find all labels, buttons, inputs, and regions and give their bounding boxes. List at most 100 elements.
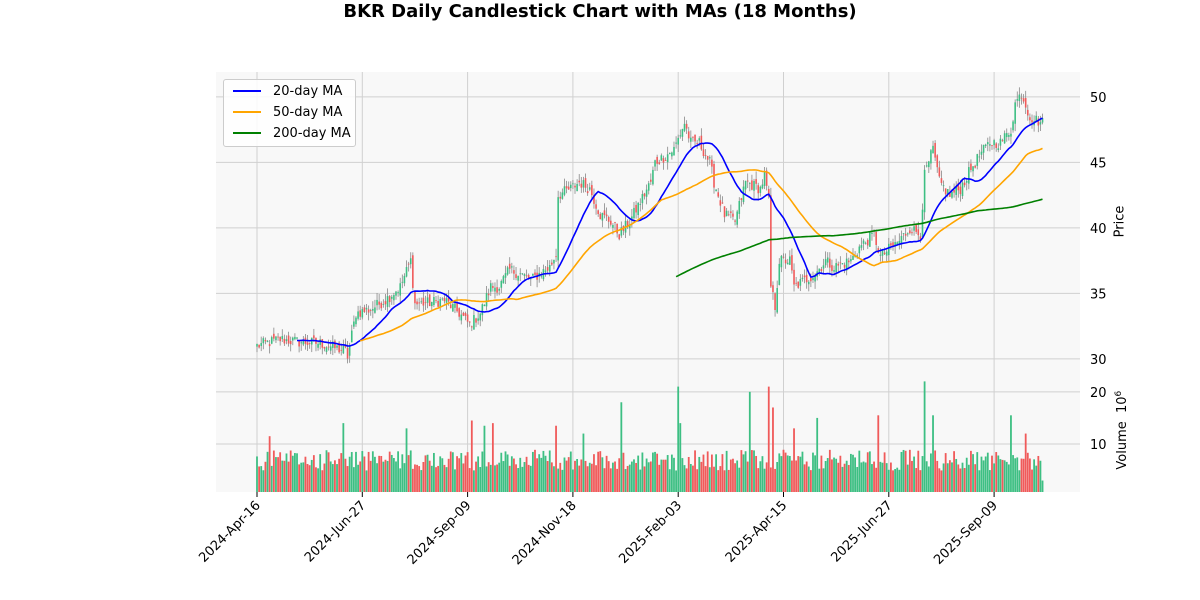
volume-bar bbox=[304, 456, 307, 492]
candle-body bbox=[753, 180, 755, 191]
volume-bar bbox=[359, 461, 362, 492]
candle-body bbox=[601, 212, 604, 221]
volume-bar bbox=[961, 462, 964, 492]
x-tick-label: 2025-Jun-27 bbox=[828, 498, 895, 565]
volume-bar bbox=[258, 466, 261, 492]
candle-body bbox=[452, 303, 454, 312]
candle-body bbox=[673, 146, 675, 156]
volume-bar bbox=[277, 457, 279, 492]
volume-bar bbox=[841, 466, 844, 492]
candle-body bbox=[557, 197, 559, 261]
volume-bar bbox=[887, 469, 890, 492]
volume-bar bbox=[350, 452, 353, 492]
candle-body bbox=[515, 274, 517, 279]
volume-bar bbox=[540, 457, 543, 492]
volume-bar bbox=[574, 460, 576, 492]
volume-bar bbox=[491, 423, 494, 492]
candle-body bbox=[637, 202, 639, 216]
volume-bar bbox=[767, 386, 770, 492]
volume-bar bbox=[1020, 458, 1023, 492]
volume-bar bbox=[567, 457, 570, 492]
volume-bar bbox=[266, 451, 269, 492]
x-tick-label: 2024-Nov-18 bbox=[510, 498, 580, 568]
candle-body bbox=[814, 275, 816, 282]
candle-body bbox=[940, 178, 943, 183]
price-tick-label: 45 bbox=[1090, 156, 1107, 171]
volume-bar bbox=[367, 451, 370, 492]
volume-bar bbox=[641, 452, 644, 492]
volume-bar bbox=[529, 465, 532, 492]
volume-bar bbox=[595, 465, 597, 492]
candle-body bbox=[599, 213, 602, 220]
candle-body bbox=[795, 282, 797, 284]
candle-body bbox=[412, 255, 414, 288]
candle-body bbox=[319, 339, 321, 345]
volume-bar bbox=[462, 463, 465, 492]
candle-body bbox=[540, 275, 543, 277]
volume-bar bbox=[325, 450, 328, 492]
volume-bar bbox=[264, 461, 267, 492]
volume-bar bbox=[934, 450, 937, 492]
volume-bar bbox=[378, 455, 381, 492]
volume-bar bbox=[715, 454, 718, 492]
candle-body bbox=[812, 278, 814, 281]
volume-bar bbox=[1024, 433, 1027, 492]
volume-bar bbox=[793, 428, 795, 492]
candle-body bbox=[810, 277, 812, 282]
volume-bar bbox=[479, 467, 482, 492]
volume-bar bbox=[984, 456, 987, 492]
candle-body bbox=[513, 270, 515, 274]
candle-body bbox=[732, 213, 734, 217]
candle-body bbox=[519, 273, 522, 275]
candle-body bbox=[687, 131, 690, 139]
volume-bar bbox=[677, 386, 680, 492]
volume-bar bbox=[346, 466, 349, 492]
candle-body bbox=[260, 343, 263, 346]
volume-bar bbox=[763, 468, 766, 492]
volume-bar bbox=[807, 466, 810, 492]
candle-body bbox=[791, 255, 793, 271]
volume-bar bbox=[407, 455, 410, 492]
volume-bar bbox=[991, 455, 993, 492]
volume-bar bbox=[437, 465, 440, 492]
volume-bar bbox=[569, 451, 572, 492]
volume-bar bbox=[824, 461, 827, 492]
candle-body bbox=[717, 192, 720, 197]
volume-bar bbox=[262, 470, 265, 492]
legend-swatch bbox=[233, 90, 261, 92]
candle-body bbox=[917, 229, 920, 236]
volume-bar bbox=[319, 454, 322, 492]
volume-bar bbox=[496, 464, 498, 492]
candle-body bbox=[702, 149, 705, 156]
candle-body bbox=[458, 308, 460, 317]
volume-bar bbox=[673, 457, 675, 492]
candle-body bbox=[679, 135, 682, 137]
volume-bar bbox=[993, 463, 995, 492]
candle-body bbox=[740, 198, 743, 201]
volume-bar bbox=[468, 468, 471, 492]
volume-bar bbox=[805, 461, 808, 492]
candle-body bbox=[610, 220, 612, 225]
candle-body bbox=[477, 318, 479, 321]
candle-body bbox=[376, 299, 378, 306]
candle-body bbox=[919, 236, 922, 241]
candle-body bbox=[300, 342, 303, 344]
volume-bar bbox=[323, 463, 326, 492]
candle-body bbox=[418, 302, 420, 304]
volume-bar bbox=[334, 460, 336, 492]
volume-bar bbox=[454, 469, 456, 492]
candle-body bbox=[925, 165, 928, 167]
x-tick-label: 2024-Sep-09 bbox=[405, 498, 475, 568]
candle-body bbox=[662, 158, 665, 163]
volume-bar bbox=[814, 455, 816, 492]
volume-bar bbox=[572, 469, 574, 492]
candle-body bbox=[1005, 133, 1008, 138]
candle-body bbox=[607, 217, 610, 222]
candle-body bbox=[776, 288, 778, 313]
volume-bar bbox=[489, 464, 492, 492]
volume-bar bbox=[626, 465, 629, 492]
volume-bar bbox=[310, 459, 313, 492]
candle-body bbox=[506, 267, 509, 275]
volume-bar bbox=[946, 463, 949, 492]
candle-body bbox=[818, 268, 821, 274]
